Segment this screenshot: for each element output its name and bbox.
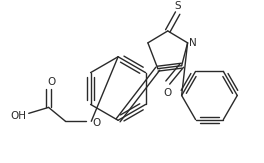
Text: O: O	[92, 118, 100, 128]
Text: N: N	[189, 38, 196, 48]
Text: S: S	[174, 1, 181, 11]
Text: O: O	[164, 88, 172, 97]
Text: O: O	[48, 77, 56, 87]
Text: OH: OH	[11, 111, 27, 121]
